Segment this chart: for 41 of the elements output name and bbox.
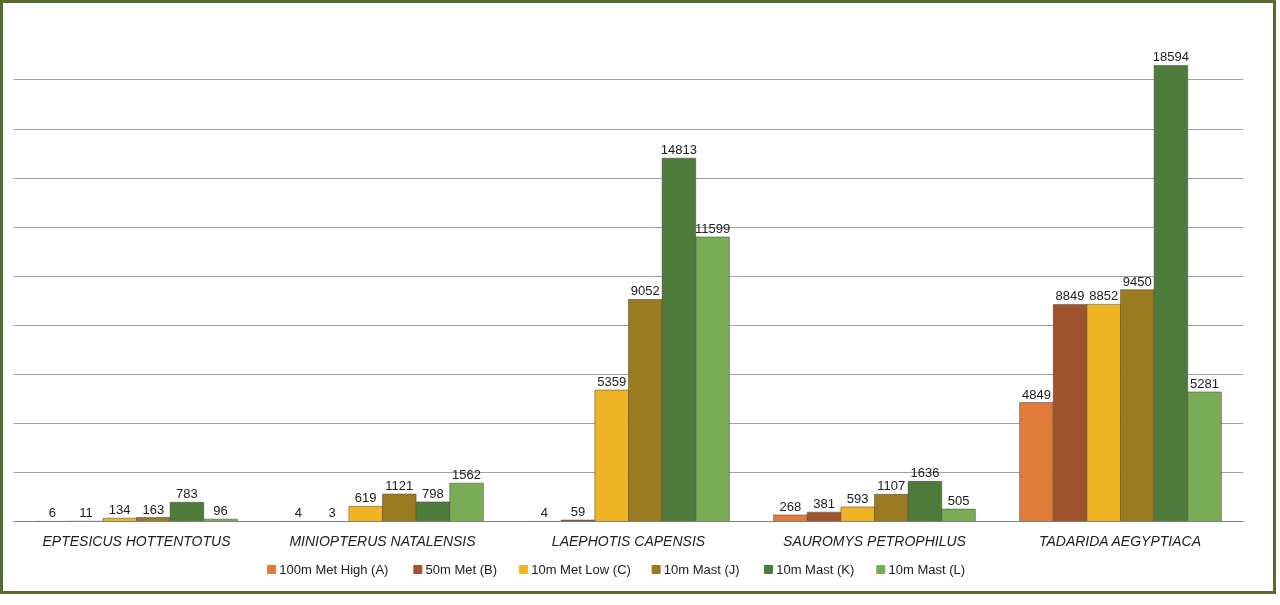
data-label: 783 <box>176 486 198 502</box>
data-label: 14813 <box>660 142 698 158</box>
data-label: 4 <box>540 505 549 521</box>
data-label: 5359 <box>597 374 627 390</box>
data-label: 3 <box>328 505 336 521</box>
data-label: 1107 <box>877 478 906 494</box>
data-label: 798 <box>422 485 444 501</box>
legend-label: 10m Mast (L) <box>888 562 966 577</box>
data-label: 9450 <box>1122 273 1152 289</box>
legend-label: 10m Met Low (C) <box>531 562 631 577</box>
data-label: 59 <box>570 504 586 520</box>
data-label: 593 <box>846 490 869 506</box>
x-tick-label: MINIOPTERUS NATALENSIS <box>289 532 477 549</box>
legend-label: 50m Met (B) <box>425 562 498 577</box>
x-tick-label: TADARIDA AEGYPTIACA <box>1038 532 1202 549</box>
data-label: 268 <box>779 498 802 514</box>
data-label: 8852 <box>1089 288 1119 304</box>
data-label: 505 <box>947 493 970 509</box>
data-label: 1636 <box>910 465 940 481</box>
data-label: 18594 <box>1152 49 1190 65</box>
data-label: 5281 <box>1190 375 1220 391</box>
data-label: 381 <box>813 496 835 512</box>
data-label: 8849 <box>1055 288 1085 304</box>
legend-label: 10m Mast (K) <box>776 562 855 577</box>
data-label: 1562 <box>452 467 482 483</box>
data-label: 619 <box>354 490 377 506</box>
x-tick-label: SAUROMYS PETROPHILUS <box>783 532 967 549</box>
legend-label: 10m Mast (J) <box>663 562 740 577</box>
data-label: 11 <box>79 505 93 521</box>
legend-label: 100m Met High (A) <box>279 562 389 577</box>
data-label: 96 <box>213 503 228 519</box>
data-label: 1121 <box>385 478 414 493</box>
data-label: 4 <box>294 505 303 521</box>
data-label: 4849 <box>1021 386 1051 402</box>
x-tick-label: EPTESICUS HOTTENTOTUS <box>42 532 232 549</box>
x-tick-label: LAEPHOTIS CAPENSIS <box>551 532 706 549</box>
data-label: 11599 <box>694 221 731 236</box>
data-label: 6 <box>48 505 57 521</box>
data-label: 134 <box>108 502 131 518</box>
data-label: 9052 <box>630 283 660 299</box>
data-label: 163 <box>142 501 165 517</box>
